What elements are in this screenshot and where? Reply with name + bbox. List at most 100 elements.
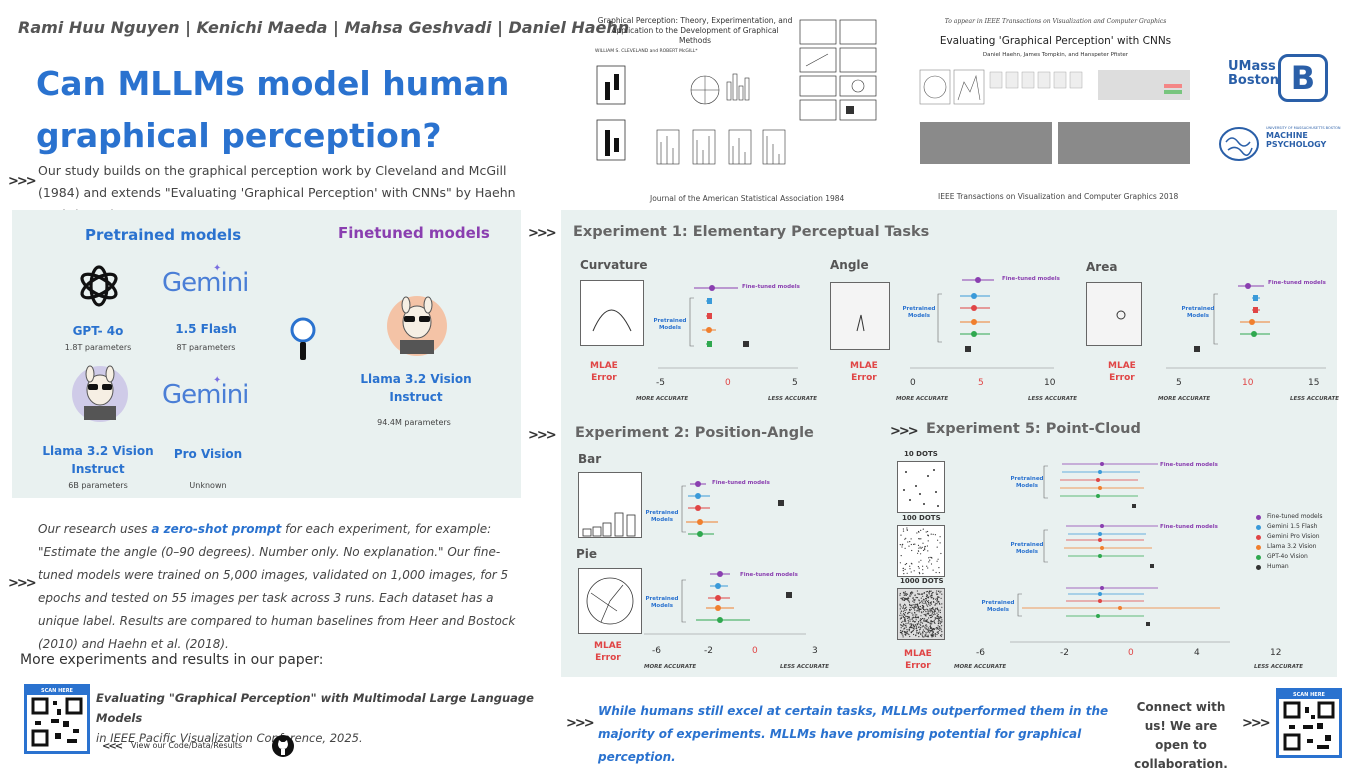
exp2-bar-plot (681, 481, 784, 537)
scan-here-label: SCAN HERE (1279, 691, 1339, 699)
code-link[interactable]: View our Code/Data/Results (131, 741, 243, 750)
exp1-curvature-pretrained-label: Pretrained Models (653, 318, 687, 331)
exp1-angle-mlae: MLAE Error (850, 360, 878, 384)
exp1-title: Experiment 1: Elementary Perceptual Task… (573, 224, 930, 240)
exp1-curvature-tick-3: 5 (792, 378, 798, 388)
paper-1-authors: WILLIAM S. CLEVELAND and ROBERT McGILL* (595, 49, 698, 54)
exp1-task-curvature: Curvature (580, 258, 648, 272)
machine-psychology-small: UNIVERSITY OF MASSACHUSETTS BOSTON (1266, 126, 1341, 130)
gemini-flash-logo: Gemini (162, 268, 249, 298)
method-description: Our research uses a zero-shot prompt for… (38, 518, 518, 656)
exp1-angle-finetuned-label: Fine-tuned models (1002, 276, 1060, 282)
paper-ref-title: Evaluating "Graphical Perception" with M… (96, 691, 534, 725)
more-accurate-label: MORE ACCURATE (954, 664, 1007, 670)
gemini-pro-params: Unknown (189, 481, 227, 490)
exp1-area-plot (1166, 283, 1326, 369)
exp2-pie-finetuned-label: Fine-tuned models (740, 572, 798, 578)
chevron-icon: >>> (566, 716, 595, 731)
exp2-task-pie: Pie (576, 547, 598, 561)
legend-label: Llama 3.2 Vision (1267, 543, 1317, 550)
exp1-area-tick-2: 10 (1242, 378, 1254, 388)
error-label: Error (595, 653, 621, 663)
gpt-4o-params: 1.8T parameters (64, 343, 132, 352)
paper-2-authors: Daniel Haehn, James Tompkin, and Hanspet… (982, 52, 1129, 58)
exp5-tick-4: 4 (1194, 648, 1200, 658)
exp1-curvature-mlae: MLAE Error (590, 360, 618, 384)
bar-stimulus (578, 472, 642, 538)
pretrained-heading: Pretrained models (85, 226, 242, 244)
exp1-area-mlae: MLAE Error (1108, 360, 1136, 384)
chevron-left-icon: <<< (102, 741, 123, 752)
poster-title: Can MLLMs model human graphical percepti… (36, 64, 510, 155)
exp2-tick-4: 3 (812, 646, 818, 656)
scan-here-label: SCAN HERE (27, 687, 87, 695)
method-description-c: for each experiment, for example: "Estim… (38, 522, 516, 651)
exp5-100-finetuned-label: Fine-tuned models (1160, 524, 1218, 530)
legend-label: Human (1267, 563, 1289, 570)
legend-label: Fine-tuned models (1267, 513, 1323, 520)
paper-qr-code[interactable]: SCAN HERE (24, 684, 90, 754)
gpt-4o-name: GPT- 4o (72, 324, 124, 338)
exp5-100-pretrained-label: Pretrained Models (1010, 542, 1044, 555)
curvature-stimulus (580, 280, 644, 346)
legend-item: Gemini Pro Vision (1256, 532, 1323, 542)
gemini-star-icon: ✦ (213, 263, 222, 274)
mlae-label: MLAE (1108, 361, 1136, 371)
umass-boston-logo: UMass Boston (1228, 60, 1279, 88)
mlae-label: MLAE (590, 361, 618, 371)
exp2-pie-pretrained-label: Pretrained Models (645, 596, 679, 609)
finetuned-heading: Finetuned models (338, 224, 490, 242)
gemini-pro-name: Pro Vision (173, 447, 243, 461)
chevron-icon: >>> (1242, 716, 1271, 731)
exp1-curvature-plot (658, 285, 798, 369)
exp2-task-bar: Bar (578, 452, 602, 466)
exp5-mlae: MLAE Error (904, 648, 932, 672)
gemini-flash-name: 1.5 Flash (175, 322, 237, 336)
legend-dot (1256, 564, 1261, 570)
pie-stimulus (578, 568, 642, 634)
exp5-100-dots-plot (1043, 524, 1158, 568)
paper-2-figures (919, 69, 1190, 164)
gemini-flash-params: 8T parameters (176, 343, 236, 352)
legend-label: Gemini 1.5 Flash (1267, 523, 1318, 530)
models-panel (12, 210, 521, 498)
exp2-bar-finetuned-label: Fine-tuned models (712, 480, 770, 486)
exp5-task-100-dots: 100 DOTS (902, 514, 941, 522)
finetuned-llama-name: Llama 3.2 Vision Instruct (360, 372, 472, 404)
exp2-pie-plot (644, 571, 806, 635)
legend-item: Llama 3.2 Vision (1256, 542, 1323, 552)
legend-item: Fine-tuned models (1256, 512, 1323, 522)
paper-1-caption: Journal of the American Statistical Asso… (650, 194, 845, 203)
github-icon[interactable] (272, 735, 294, 757)
gemini-pro-logo: Gemini (162, 380, 249, 410)
contact-qr-code[interactable]: SCAN HERE (1276, 688, 1342, 758)
less-accurate-label: LESS ACCURATE (1254, 664, 1304, 670)
method-description-a: Our research uses (38, 522, 152, 536)
exp1-area-finetuned-label: Fine-tuned models (1268, 280, 1326, 286)
exp5-tick-5: 12 (1270, 648, 1282, 658)
exp2-tick-2: -2 (704, 646, 713, 656)
exp1-angle-plot (910, 277, 1054, 369)
exp5-1000-pretrained-label: Pretrained Models (981, 600, 1015, 613)
exp2-tick-3: 0 (752, 646, 758, 656)
chevron-icon: >>> (890, 424, 919, 439)
umass-logo-line-2: Boston (1228, 73, 1279, 88)
exp1-angle-tick-2: 5 (978, 378, 984, 388)
error-label: Error (1109, 373, 1135, 383)
angle-stimulus (830, 282, 890, 350)
less-accurate-label: LESS ACCURATE (780, 664, 830, 670)
paper-reference: Evaluating "Graphical Perception" with M… (96, 688, 566, 748)
more-experiments-heading: More experiments and results in our pape… (20, 652, 324, 668)
finetuned-llama-params: 94.4M parameters (377, 418, 451, 427)
exp1-curvature-tick-2: 0 (725, 378, 731, 388)
exp1-angle-tick-3: 10 (1044, 378, 1056, 388)
legend-dot (1256, 544, 1261, 550)
more-accurate-label: MORE ACCURATE (896, 396, 949, 402)
exp2-bar-pretrained-label: Pretrained Models (645, 510, 679, 523)
legend-item: GPT-4o Vision (1256, 552, 1323, 562)
paper-1-title: Graphical Perception: Theory, Experiment… (597, 16, 793, 45)
qr-pattern-icon (31, 697, 83, 747)
exp5-tick-1: -6 (976, 648, 985, 658)
umass-logo-line-1: UMass (1228, 59, 1276, 74)
exp5-task-10-dots: 10 DOTS (904, 450, 938, 458)
